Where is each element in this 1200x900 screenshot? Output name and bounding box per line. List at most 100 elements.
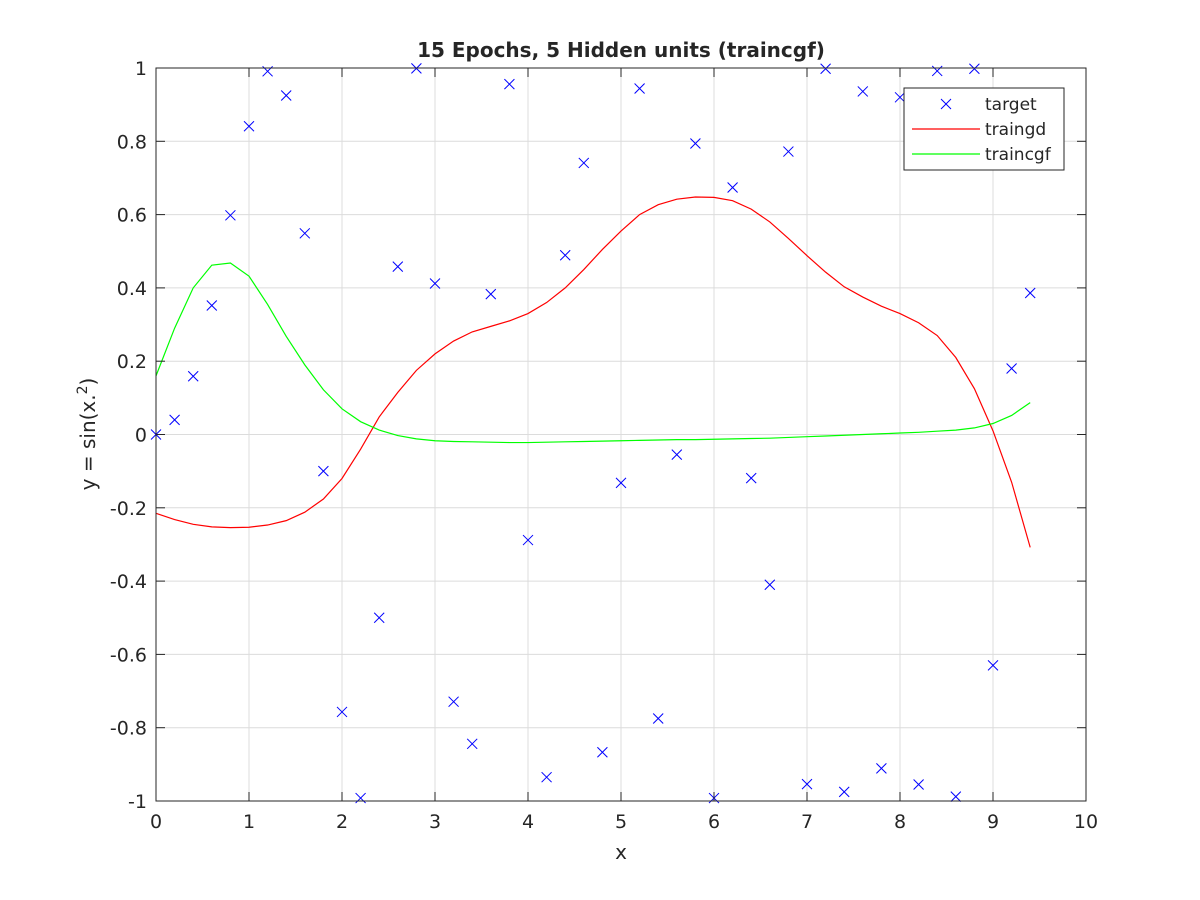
y-tick-label: -0.4 bbox=[110, 571, 147, 593]
marker-stroke bbox=[169, 414, 180, 426]
marker-stroke bbox=[652, 713, 664, 724]
legend-item-traincgf: traincgf bbox=[912, 145, 1052, 165]
legend: target traingd traincgf bbox=[903, 87, 1065, 171]
marker-stroke bbox=[578, 157, 590, 169]
target-point bbox=[318, 465, 329, 477]
target-point bbox=[280, 90, 292, 101]
marker-stroke bbox=[1006, 363, 1017, 374]
target-point bbox=[727, 182, 738, 193]
marker-stroke bbox=[745, 472, 757, 484]
target-point bbox=[876, 763, 887, 774]
y-tick-label: 1 bbox=[135, 58, 147, 80]
target-point bbox=[597, 746, 608, 758]
target-point bbox=[373, 612, 385, 624]
x-tick-label: 7 bbox=[801, 811, 813, 833]
ticks: 0 1 2 3 4 5 6 7 8 9 10 -1 -0.8 -0.6 -0.4 -0.2 0 0.2 0.4 0.6… bbox=[110, 58, 1098, 833]
marker-stroke bbox=[541, 771, 552, 783]
marker-stroke bbox=[857, 86, 869, 97]
target-point bbox=[671, 449, 683, 461]
target-point bbox=[243, 120, 255, 132]
target-point bbox=[634, 83, 645, 94]
target-point bbox=[764, 579, 776, 591]
marker-stroke bbox=[466, 738, 478, 750]
target-point bbox=[504, 78, 515, 90]
marker-stroke bbox=[801, 778, 813, 790]
y-tick-label: -1 bbox=[128, 791, 147, 813]
target-point bbox=[578, 157, 590, 169]
marker-stroke bbox=[727, 182, 738, 193]
marker-stroke bbox=[950, 791, 962, 802]
target-point bbox=[485, 288, 497, 300]
y-axis-label: y = sin(x.2) bbox=[75, 378, 100, 491]
target-point bbox=[336, 706, 348, 718]
target-point bbox=[169, 414, 180, 426]
target-point bbox=[950, 791, 962, 802]
target-point bbox=[783, 146, 794, 157]
target-point bbox=[225, 209, 236, 221]
x-tick-label: 9 bbox=[987, 811, 999, 833]
marker-stroke bbox=[225, 209, 236, 221]
marker-stroke bbox=[876, 763, 887, 774]
marker-stroke bbox=[299, 227, 311, 239]
marker-stroke bbox=[987, 660, 999, 671]
legend-label: traincgf bbox=[985, 145, 1052, 165]
series-line-traingd bbox=[155, 196, 1031, 548]
marker-stroke bbox=[559, 249, 571, 261]
target-point bbox=[969, 63, 980, 75]
target-point bbox=[429, 278, 441, 289]
series-layer bbox=[150, 63, 1036, 804]
target-point bbox=[206, 300, 218, 311]
marker-stroke bbox=[764, 579, 776, 591]
x-tick-label: 0 bbox=[150, 811, 162, 833]
x-tick-label: 6 bbox=[708, 811, 720, 833]
marker-stroke bbox=[280, 90, 292, 101]
legend-item-target: target bbox=[940, 95, 1037, 115]
chart-title: 15 Epochs, 5 Hidden units (traincgf) bbox=[417, 38, 825, 62]
target-point bbox=[466, 738, 478, 750]
marker-stroke bbox=[485, 288, 497, 300]
marker-stroke bbox=[243, 120, 255, 132]
y-tick-label: 0 bbox=[135, 425, 147, 447]
marker-stroke bbox=[318, 465, 329, 477]
y-tick-label: 0.4 bbox=[117, 278, 147, 300]
marker-stroke bbox=[597, 746, 608, 758]
x-tick-label: 5 bbox=[615, 811, 627, 833]
marker-stroke bbox=[690, 138, 701, 149]
target-point bbox=[187, 370, 199, 382]
target-point bbox=[392, 261, 404, 272]
marker-stroke bbox=[820, 63, 831, 75]
target-point bbox=[1006, 363, 1017, 374]
x-tick-label: 4 bbox=[522, 811, 534, 833]
target-point bbox=[857, 86, 869, 97]
marker-stroke bbox=[187, 370, 199, 382]
target-point bbox=[801, 778, 813, 790]
x-tick-label: 2 bbox=[336, 811, 348, 833]
target-point bbox=[913, 779, 924, 790]
target-point bbox=[820, 63, 831, 75]
marker-stroke bbox=[373, 612, 385, 624]
marker-stroke bbox=[429, 278, 441, 289]
marker-stroke bbox=[448, 696, 459, 708]
target-point bbox=[541, 771, 552, 783]
marker-stroke bbox=[671, 449, 683, 461]
x-tick-label: 1 bbox=[243, 811, 255, 833]
marker-stroke bbox=[783, 146, 794, 157]
marker-stroke bbox=[1024, 287, 1036, 299]
marker-stroke bbox=[894, 91, 906, 103]
legend-label: traingd bbox=[985, 120, 1046, 140]
target-point bbox=[448, 696, 459, 708]
target-point bbox=[559, 249, 571, 261]
target-point bbox=[652, 713, 664, 724]
marker-stroke bbox=[969, 63, 980, 75]
x-axis-label: x bbox=[615, 840, 627, 864]
y-tick-label: 0.6 bbox=[117, 205, 147, 227]
x-tick-label: 10 bbox=[1074, 811, 1098, 833]
legend-swatch bbox=[940, 98, 952, 110]
marker-stroke bbox=[504, 78, 515, 90]
y-tick-label: 0.8 bbox=[117, 131, 147, 153]
legend-item-traingd: traingd bbox=[912, 120, 1046, 140]
target-point bbox=[615, 477, 627, 489]
marker-stroke bbox=[392, 261, 404, 272]
series-line-traincgf bbox=[155, 262, 1031, 444]
